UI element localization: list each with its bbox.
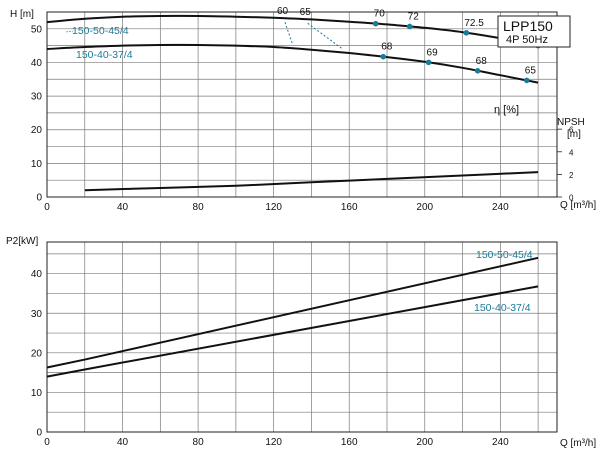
npsh-y-tick: 4	[569, 148, 574, 157]
efficiency-point-label: 72	[408, 11, 420, 22]
power-y-tick: 20	[31, 348, 43, 359]
power-x-tick: 0	[44, 437, 50, 448]
head-y-tick: 30	[31, 92, 43, 103]
head-chart-xlabel: Q [m³/h]	[560, 200, 596, 211]
head-x-tick: 80	[193, 202, 205, 213]
power-x-tick: 200	[416, 437, 433, 448]
efficiency-iso-line	[284, 22, 294, 45]
head-y-tick: 40	[31, 58, 43, 69]
efficiency-point-label: 68	[476, 56, 488, 67]
npsh-axis-unit: [m]	[567, 129, 581, 140]
npsh-y-tick: 2	[569, 171, 574, 180]
power-x-tick: 120	[265, 437, 282, 448]
head-axis-label: H [m]	[10, 9, 34, 20]
head-chart-grid	[46, 11, 558, 198]
power-y-tick: 0	[36, 428, 42, 439]
head-y-tick: 10	[31, 159, 43, 170]
efficiency-point-label: 72.5	[464, 18, 484, 29]
power-chart-curves: 150-50-45/4 150-40-37/4	[46, 249, 539, 378]
model-subtitle: 4P 50Hz	[506, 34, 548, 46]
efficiency-point-label: 70	[374, 9, 386, 20]
power-x-tick: 160	[341, 437, 358, 448]
power-y-tick: 40	[31, 269, 43, 280]
series-label-leader	[65, 30, 74, 33]
head-x-tick: 0	[44, 202, 50, 213]
power-series-label-150-50-45/4: 150-50-45/4	[476, 249, 533, 261]
head-x-tick: 120	[265, 202, 282, 213]
efficiency-point	[425, 59, 432, 66]
efficiency-iso-label: 60	[277, 6, 289, 17]
power-series-label-150-40-37/4: 150-40-37/4	[474, 302, 531, 314]
efficiency-point	[474, 67, 481, 74]
head-curve-150-50-45/4	[46, 14, 539, 47]
head-x-tick: 40	[117, 202, 129, 213]
power-y-tick: 10	[31, 388, 43, 399]
power-axis-label: P2[kW]	[6, 236, 38, 247]
efficiency-point-label: 69	[427, 47, 439, 58]
efficiency-point-label: 68	[381, 42, 393, 53]
power-x-tick: 240	[492, 437, 509, 448]
power-chart-xlabel: Q [m³/h]	[560, 438, 596, 449]
model-title: LPP150	[503, 18, 553, 34]
head-chart-curves: 150-50-45/4 150-40-37/4 60 65	[46, 6, 539, 192]
npsh-axis-label: NPSH	[557, 117, 585, 128]
model-title-box: LPP150 4P 50Hz	[497, 15, 571, 48]
npsh-y-tick: 0	[569, 194, 574, 203]
head-y-tick: 0	[36, 193, 42, 204]
power-curve-150-50-45/4	[46, 256, 539, 369]
efficiency-iso-label: 65	[300, 7, 312, 18]
efficiency-point	[372, 20, 379, 27]
npsh-curve	[84, 171, 539, 192]
efficiency-point	[463, 29, 470, 36]
head-y-tick: 50	[31, 24, 43, 35]
efficiency-point	[380, 53, 387, 60]
series-label-150-50-45/4: 150-50-45/4	[72, 25, 129, 37]
head-x-tick: 200	[416, 202, 433, 213]
power-chart-frame	[46, 241, 558, 433]
efficiency-point	[523, 77, 530, 84]
power-x-tick: 80	[193, 437, 205, 448]
head-y-tick: 20	[31, 125, 43, 136]
efficiency-label: η [%]	[494, 104, 519, 116]
head-x-tick: 240	[492, 202, 509, 213]
power-curve-150-40-37/4	[46, 285, 539, 378]
head-x-tick: 160	[341, 202, 358, 213]
power-y-tick: 30	[31, 309, 43, 320]
power-chart-ticks: 0 40 80 120 160 200 240 0 10 20 30 40	[31, 269, 509, 448]
npsh-y-tick: 6	[569, 126, 574, 135]
efficiency-iso-line	[307, 22, 342, 49]
efficiency-point-label: 65	[525, 65, 537, 76]
head-curve-150-40-37/4	[46, 43, 539, 84]
power-x-tick: 40	[117, 437, 129, 448]
efficiency-point	[406, 23, 413, 30]
head-chart-ticks: 0 40 80 120 160 200 240 0 10 20 30 40 50 0 2 4 6	[31, 24, 574, 213]
head-chart-frame	[46, 11, 558, 198]
series-label-150-40-37/4: 150-40-37/4	[76, 49, 133, 61]
